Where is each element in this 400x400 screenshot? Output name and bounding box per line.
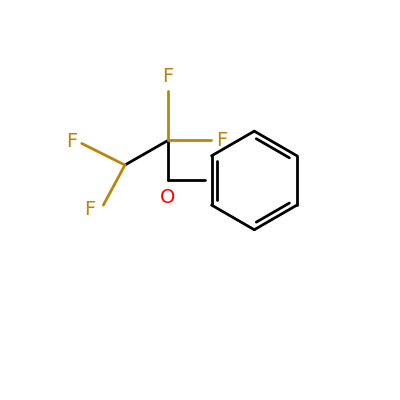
Text: F: F — [162, 68, 174, 86]
Text: O: O — [160, 188, 176, 207]
Text: F: F — [84, 200, 96, 218]
Text: F: F — [216, 131, 227, 150]
Text: F: F — [66, 132, 77, 152]
